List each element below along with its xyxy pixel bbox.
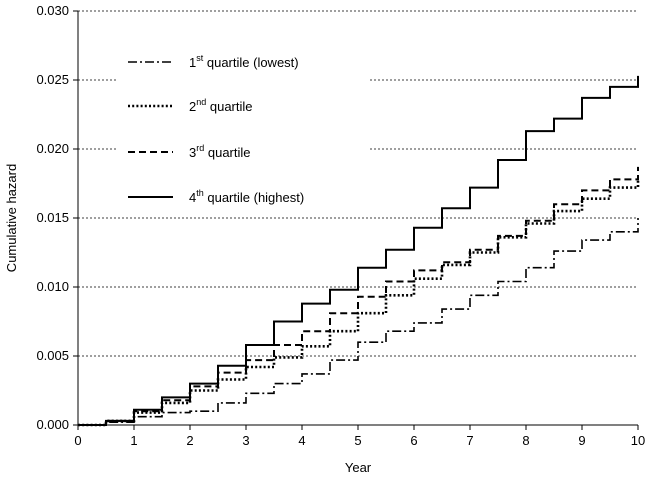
x-tick-label: 2 xyxy=(186,433,193,448)
legend-label-4: 4th quartile (highest) xyxy=(189,188,304,205)
x-tick-label: 8 xyxy=(522,433,529,448)
legend-label-3: 3rd quartile xyxy=(189,143,251,160)
y-axis-title: Cumulative hazard xyxy=(4,164,19,272)
x-tick-label: 10 xyxy=(631,433,645,448)
y-tick-label: 0.015 xyxy=(36,210,69,225)
x-tick-label: 7 xyxy=(466,433,473,448)
legend-background xyxy=(118,40,368,215)
y-tick-label: 0.020 xyxy=(36,141,69,156)
x-tick-label: 4 xyxy=(298,433,305,448)
legend-label-1: 1st quartile (lowest) xyxy=(189,53,299,70)
x-tick-label: 5 xyxy=(354,433,361,448)
series-line-3 xyxy=(78,166,639,426)
series-line-4 xyxy=(78,75,639,426)
y-tick-label: 0.010 xyxy=(36,279,69,294)
x-tick-label: 0 xyxy=(74,433,81,448)
y-tick-label: 0.030 xyxy=(36,3,69,18)
x-tick-label: 9 xyxy=(578,433,585,448)
x-ticks: 0 1 2 3 4 5 6 7 8 9 10 xyxy=(74,425,645,448)
x-tick-label: 6 xyxy=(410,433,417,448)
y-tick-label: 0.000 xyxy=(36,417,69,432)
series-line-1 xyxy=(78,218,639,426)
series-lines xyxy=(78,75,640,427)
legend-label-2: 2nd quartile xyxy=(189,97,253,114)
x-tick-label: 3 xyxy=(242,433,249,448)
legend: 1st quartile (lowest) 2nd quartile 3rd qua… xyxy=(118,40,368,215)
x-axis-title: Year xyxy=(345,460,372,475)
y-tick-label: 0.025 xyxy=(36,72,69,87)
x-tick-label: 1 xyxy=(130,433,137,448)
y-tick-label: 0.005 xyxy=(36,348,69,363)
y-ticks: 0.000 0.005 0.010 0.015 0.020 0.025 0.030 xyxy=(36,3,78,432)
